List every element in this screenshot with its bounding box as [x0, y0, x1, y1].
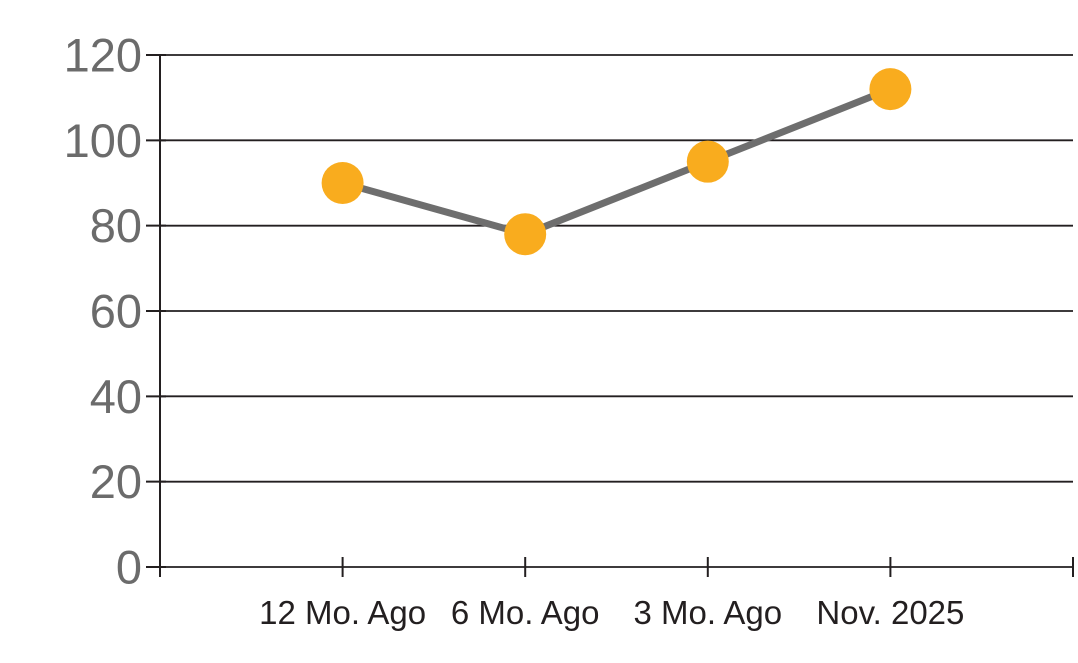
y-axis-tick-label: 20: [90, 455, 142, 508]
data-point-marker: [321, 162, 364, 204]
data-point-marker: [504, 213, 547, 256]
y-axis-tick-label: 40: [90, 370, 142, 423]
trend-line: [339, 85, 894, 238]
x-axis-label: 3 Mo. Ago: [633, 594, 782, 631]
y-axis-tick-label: 100: [64, 114, 142, 167]
data-point-marker: [686, 140, 729, 183]
y-axis-tick-label: 80: [90, 199, 142, 252]
x-axis-label: 12 Mo. Ago: [259, 594, 426, 631]
y-axis-tick-label: 0: [116, 540, 142, 593]
x-axis-label: Nov. 2025: [816, 594, 964, 631]
data-point-marker: [869, 68, 912, 111]
y-axis-tick-label: 60: [90, 284, 142, 337]
x-axis-label: 6 Mo. Ago: [451, 594, 600, 631]
y-axis-tick-label: 120: [64, 28, 142, 81]
